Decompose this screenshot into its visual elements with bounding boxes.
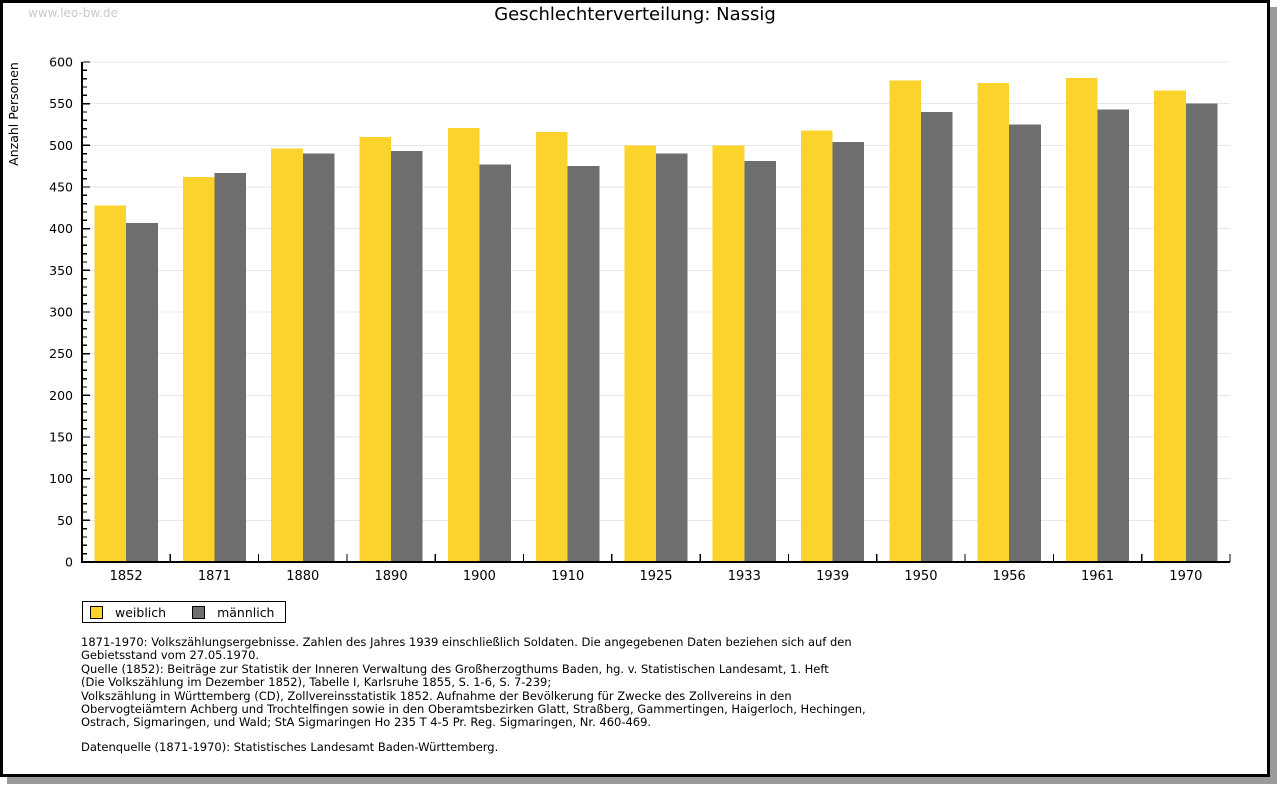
x-tick-label-1950: 1950 bbox=[904, 569, 937, 584]
bar-männlich-1900 bbox=[479, 164, 511, 562]
bar-weiblich-1933 bbox=[712, 145, 745, 563]
chart-area: 0 50 100 150 200 250 300 350 400 450 500 550 600 1852… bbox=[6, 55, 1231, 584]
y-tick-label: 300 bbox=[49, 305, 73, 320]
bar-weiblich-1900 bbox=[447, 127, 480, 562]
y-tick-label: 100 bbox=[49, 471, 73, 486]
bar-männlich-1852 bbox=[126, 222, 158, 563]
y-tick-label: 250 bbox=[49, 346, 73, 361]
weiblich-swatch bbox=[90, 605, 103, 619]
bar-männlich-1871 bbox=[214, 172, 247, 563]
source-notes: 1871-1970: Volkszählungsergebnisse. Zahl… bbox=[81, 635, 866, 730]
x-tick-label-1956: 1956 bbox=[993, 569, 1026, 584]
x-axis-labels: 1852 1871 1880 1890 1900 1910 1925 1933 1939 1950… bbox=[110, 569, 1203, 584]
bar-männlich-1933 bbox=[744, 161, 776, 562]
y-tick-label: 400 bbox=[49, 221, 73, 236]
y-tick-label: 500 bbox=[49, 138, 73, 153]
y-tick-label: 200 bbox=[49, 388, 73, 403]
bar-männlich-1890 bbox=[391, 151, 423, 562]
bar-männlich-1939 bbox=[832, 142, 865, 562]
y-tick-label: 350 bbox=[49, 263, 73, 278]
legend-item-weiblich: weiblich bbox=[90, 605, 166, 620]
bar-männlich-1880 bbox=[302, 153, 335, 562]
x-tick-label-1961: 1961 bbox=[1081, 569, 1114, 584]
x-tick-label-1880: 1880 bbox=[286, 569, 319, 584]
watermark-text: www.leo-bw.de bbox=[28, 6, 118, 20]
bar-weiblich-1890 bbox=[359, 137, 392, 562]
y-tick-label: 550 bbox=[49, 96, 73, 111]
y-tick-label: 450 bbox=[49, 180, 73, 195]
x-tick-label-1871: 1871 bbox=[198, 569, 231, 584]
bar-weiblich-1880 bbox=[271, 148, 303, 562]
ticks bbox=[81, 61, 1231, 563]
bar-männlich-1910 bbox=[567, 166, 600, 562]
bar-männlich-1961 bbox=[1097, 109, 1130, 562]
y-tick-label: 600 bbox=[49, 55, 73, 70]
chart-title: Geschlechterverteilung: Nassig bbox=[494, 4, 776, 25]
x-tick-label-1970: 1970 bbox=[1169, 569, 1202, 584]
bar-männlich-1970 bbox=[1185, 103, 1218, 563]
x-tick-label-1890: 1890 bbox=[375, 569, 408, 584]
y-tick-label: 50 bbox=[57, 513, 73, 528]
datasource-line: Datenquelle (1871-1970): Statistisches L… bbox=[81, 740, 499, 754]
bar-weiblich-1950 bbox=[889, 80, 921, 562]
bar-weiblich-1910 bbox=[536, 132, 568, 562]
legend-label-weiblich: weiblich bbox=[115, 604, 167, 620]
maennlich-swatch bbox=[192, 605, 206, 619]
axes bbox=[81, 62, 1230, 563]
y-axis-title: Anzahl Personen bbox=[6, 62, 21, 166]
x-tick-label-1939: 1939 bbox=[816, 569, 849, 584]
bar-weiblich-1956 bbox=[977, 82, 1010, 562]
y-tick-label: 0 bbox=[65, 555, 73, 570]
bar-männlich-1956 bbox=[1009, 124, 1041, 562]
bar-chart: 0 50 100 150 200 250 300 350 400 450 500 550 600 1852… bbox=[6, 55, 1231, 584]
legend-label-maennlich: männlich bbox=[217, 604, 275, 620]
bars bbox=[94, 77, 1218, 563]
x-tick-label-1900: 1900 bbox=[463, 569, 496, 584]
bar-weiblich-1961 bbox=[1065, 77, 1098, 562]
bar-weiblich-1852 bbox=[94, 205, 127, 563]
bar-weiblich-1871 bbox=[182, 177, 215, 562]
bar-weiblich-1970 bbox=[1154, 90, 1186, 562]
bar-weiblich-1925 bbox=[624, 145, 656, 563]
bar-männlich-1925 bbox=[656, 153, 688, 562]
x-tick-label-1852: 1852 bbox=[110, 569, 143, 584]
bar-weiblich-1939 bbox=[801, 130, 833, 563]
x-tick-label-1925: 1925 bbox=[639, 569, 672, 584]
x-tick-label-1933: 1933 bbox=[728, 569, 761, 584]
legend-box: weiblich männlich bbox=[82, 601, 287, 623]
bar-männlich-1950 bbox=[920, 112, 953, 562]
legend-item-maennlich: männlich bbox=[192, 605, 274, 620]
y-axis-labels: 0 50 100 150 200 250 300 350 400 450 500 550 600 bbox=[49, 55, 73, 570]
x-tick-label-1910: 1910 bbox=[551, 569, 584, 584]
y-tick-label: 150 bbox=[49, 430, 73, 445]
